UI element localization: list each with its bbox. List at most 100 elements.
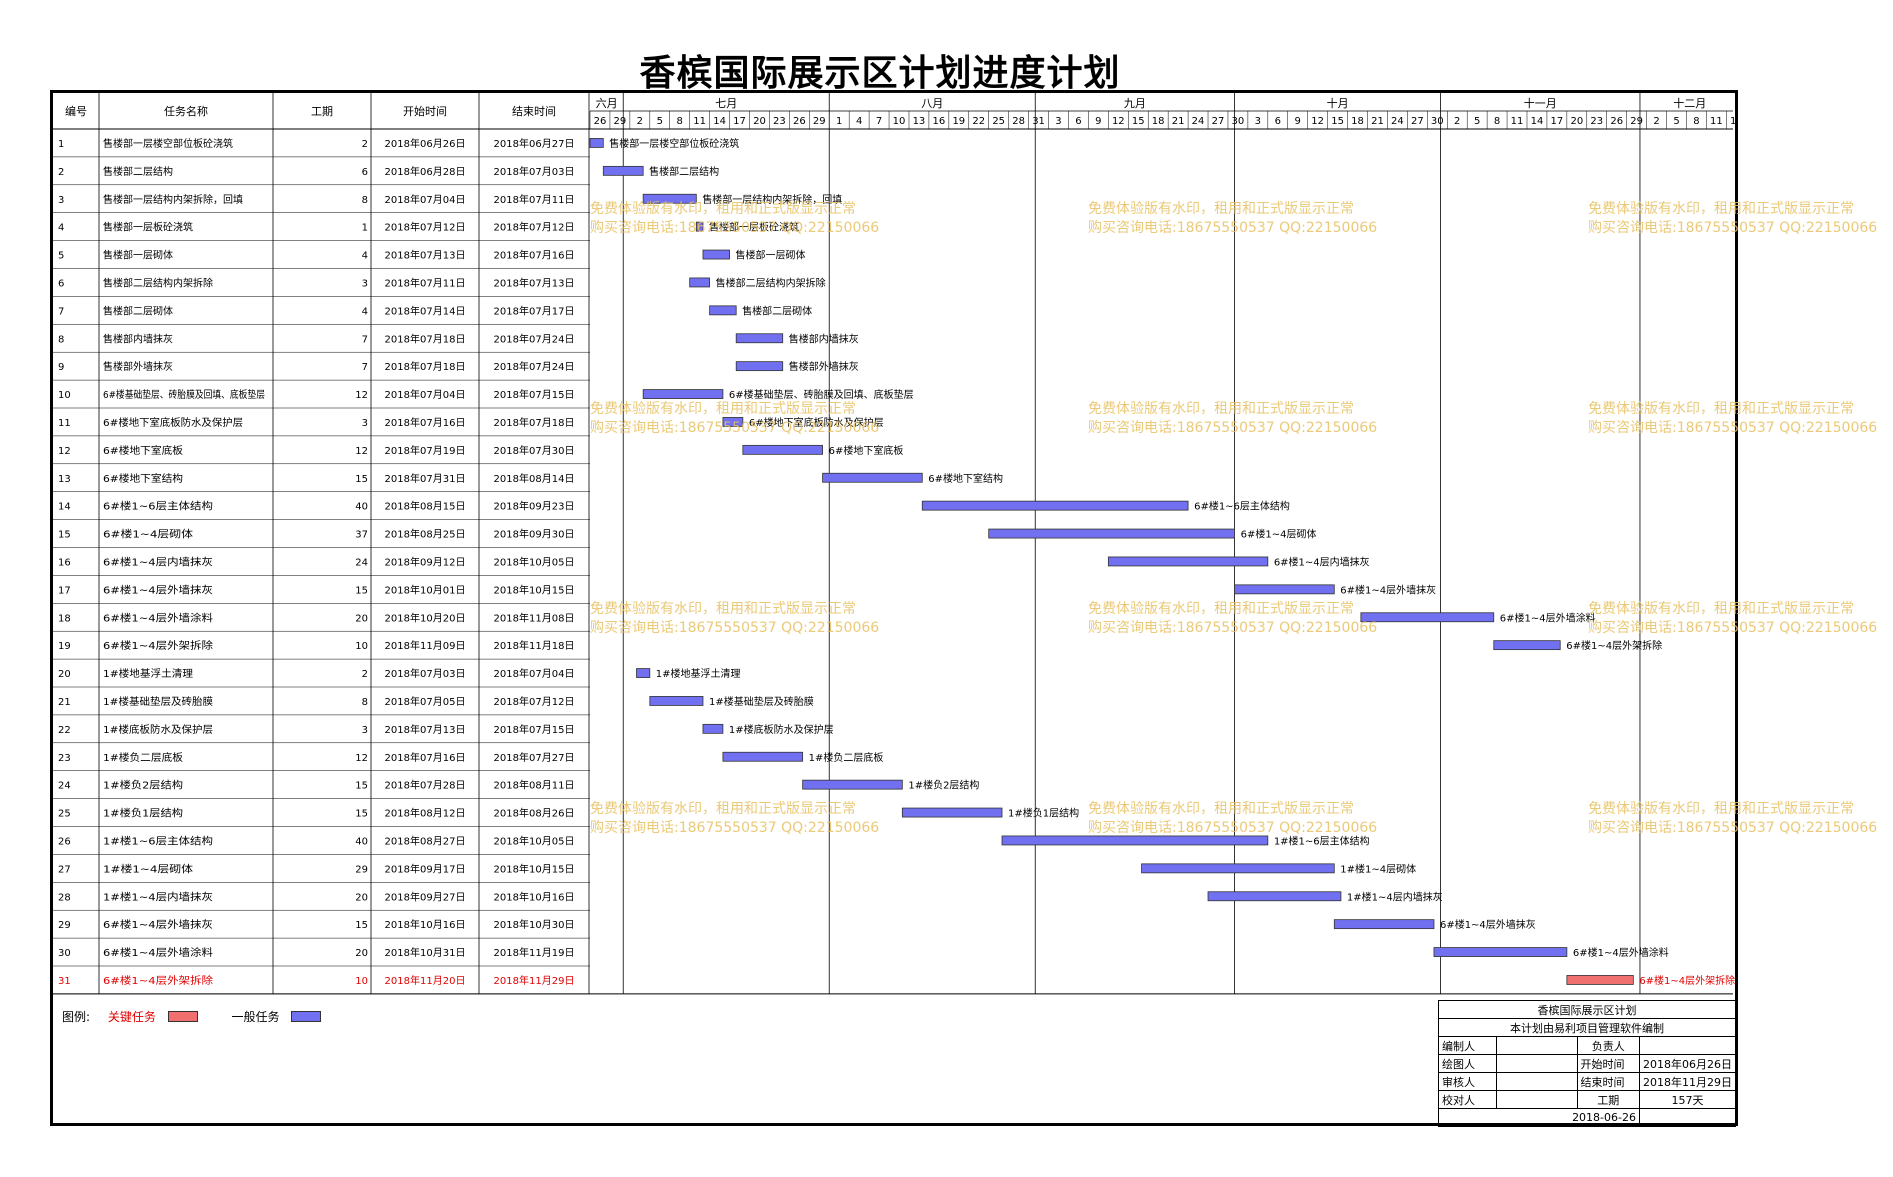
day-tick-label: 29 bbox=[813, 116, 826, 127]
task-start: 2018年10月16日 bbox=[385, 918, 466, 931]
gantt-bar bbox=[1566, 975, 1634, 985]
day-tick-label: 10 bbox=[893, 116, 906, 127]
day-tick-label: 12 bbox=[1112, 116, 1125, 127]
task-name: 1#楼1~6层主体结构 bbox=[103, 834, 213, 847]
month-label: 六月 bbox=[596, 97, 618, 110]
task-name: 售楼部一层板砼浇筑 bbox=[103, 221, 193, 234]
day-tick-label: 12 bbox=[1311, 116, 1324, 127]
task-duration: 2 bbox=[362, 669, 368, 680]
task-id: 14 bbox=[58, 502, 71, 513]
legend-normal-label: 一般任务 bbox=[231, 1010, 280, 1024]
task-id: 18 bbox=[58, 613, 71, 624]
gantt-bar-label: 售楼部一层砌体 bbox=[736, 249, 806, 262]
day-tick-label: 1 bbox=[836, 116, 842, 127]
task-duration: 15 bbox=[355, 920, 368, 931]
month-label: 九月 bbox=[1124, 97, 1146, 110]
day-tick-label: 4 bbox=[856, 116, 862, 127]
month-label: 十一月 bbox=[1524, 96, 1557, 110]
gantt-bar-label: 售楼部外墙抹灰 bbox=[789, 360, 859, 373]
task-id: 31 bbox=[58, 976, 71, 987]
task-end: 2018年08月14日 bbox=[494, 472, 575, 485]
day-tick-label: 8 bbox=[1693, 116, 1699, 127]
task-name: 1#楼负二层底板 bbox=[103, 751, 183, 764]
task-id: 2 bbox=[58, 167, 64, 178]
task-id: 7 bbox=[58, 306, 64, 317]
task-end: 2018年07月18日 bbox=[494, 416, 575, 429]
task-duration: 7 bbox=[362, 334, 368, 345]
day-tick-label: 5 bbox=[1673, 116, 1679, 127]
info-table: 香槟国际展示区计划 本计划由易利项目管理软件编制 编制人 负责人 绘图人 开始时间 2… bbox=[1438, 1000, 1736, 1127]
day-tick-label: 18 bbox=[1152, 116, 1165, 127]
task-start: 2018年07月31日 bbox=[385, 472, 466, 485]
gantt-bar-label: 1#楼负二层底板 bbox=[809, 751, 884, 764]
task-id: 15 bbox=[58, 530, 71, 541]
day-tick-label: 15 bbox=[1132, 116, 1145, 127]
info-end-value: 2018年11月29日 bbox=[1639, 1072, 1736, 1091]
task-start: 2018年06月26日 bbox=[385, 137, 466, 150]
gantt-bar bbox=[735, 361, 784, 372]
gantt-bar-label: 售楼部二层结构 bbox=[649, 165, 719, 178]
legend: 图例: 关键任务 一般任务 bbox=[62, 1008, 351, 1025]
info-end-label: 结束时间 bbox=[1576, 1072, 1641, 1091]
task-end: 2018年07月15日 bbox=[494, 723, 575, 736]
column-header-name: 任务名称 bbox=[164, 104, 208, 118]
task-start: 2018年08月15日 bbox=[385, 500, 466, 513]
gantt-bar-label: 售楼部内墙抹灰 bbox=[789, 332, 859, 345]
task-end: 2018年07月27日 bbox=[494, 751, 575, 764]
column-header-end: 结束时间 bbox=[512, 105, 556, 118]
gantt-bar bbox=[921, 500, 1189, 511]
info-date: 2018-06-26 bbox=[1438, 1108, 1640, 1127]
task-start: 2018年07月16日 bbox=[385, 416, 466, 429]
task-end: 2018年11月18日 bbox=[494, 639, 575, 652]
gantt-bar bbox=[642, 389, 724, 399]
day-tick-label: 30 bbox=[1431, 116, 1444, 127]
month-label: 八月 bbox=[921, 97, 943, 110]
gantt-bar bbox=[1360, 612, 1495, 623]
gantt-chart-frame: 编号 任务名称 工期 开始时间 结束时间 六月 七月 八月 九月 十月 十一月 十二月 26 29 2 5 8 1… bbox=[50, 90, 1738, 1126]
task-name: 1#楼1~4层砌体 bbox=[103, 862, 193, 875]
task-end: 2018年07月24日 bbox=[494, 332, 575, 345]
gantt-bar-label: 售楼部二层砌体 bbox=[742, 304, 812, 317]
day-tick-label: 23 bbox=[1590, 116, 1603, 127]
info-prepared-label: 编制人 bbox=[1438, 1036, 1497, 1055]
gantt-bar bbox=[742, 444, 823, 455]
gantt-bar-label: 1#楼1~4层砌体 bbox=[1340, 862, 1416, 875]
task-end: 2018年07月03日 bbox=[494, 165, 575, 178]
info-owner-label: 负责人 bbox=[1576, 1036, 1641, 1055]
task-duration: 4 bbox=[362, 251, 368, 262]
day-tick-label: 27 bbox=[1212, 116, 1225, 127]
task-start: 2018年07月11日 bbox=[385, 276, 466, 289]
task-duration: 20 bbox=[355, 948, 368, 959]
task-id: 12 bbox=[58, 446, 71, 457]
task-name: 6#楼1~4层外墙涂料 bbox=[103, 946, 213, 959]
gantt-bar bbox=[1107, 556, 1269, 567]
task-id: 30 bbox=[58, 948, 71, 959]
gantt-bar-label: 6#楼1~4层外墙抹灰 bbox=[1340, 583, 1436, 596]
gantt-bar-label: 1#楼1~4层内墙抹灰 bbox=[1347, 890, 1443, 903]
task-id: 27 bbox=[58, 864, 71, 875]
task-start: 2018年09月27日 bbox=[385, 890, 466, 903]
gantt-bar-label: 6#楼地下室底板防水及保护层 bbox=[749, 416, 884, 429]
info-checked-label: 校对人 bbox=[1438, 1090, 1497, 1109]
task-end: 2018年07月11日 bbox=[494, 193, 575, 206]
task-id: 1 bbox=[58, 139, 64, 150]
gantt-bar-label: 1#楼底板防水及保护层 bbox=[729, 723, 834, 736]
task-name: 6#楼地下室底板防水及保护层 bbox=[103, 416, 243, 429]
task-duration: 40 bbox=[355, 502, 368, 513]
task-id: 26 bbox=[58, 836, 71, 847]
task-start: 2018年09月17日 bbox=[385, 862, 466, 875]
day-tick-label: 31 bbox=[1032, 116, 1045, 127]
gantt-bar bbox=[1493, 640, 1561, 651]
task-id: 19 bbox=[58, 641, 71, 652]
day-tick-label: 5 bbox=[1474, 116, 1480, 127]
task-end: 2018年07月04日 bbox=[494, 667, 575, 680]
month-label: 十月 bbox=[1327, 96, 1349, 110]
task-duration: 3 bbox=[362, 725, 368, 736]
day-tick-label: 14 bbox=[1531, 116, 1544, 127]
task-end: 2018年08月26日 bbox=[494, 807, 575, 820]
day-tick-label: 2 bbox=[637, 116, 643, 127]
task-end: 2018年07月13日 bbox=[494, 276, 575, 289]
task-duration: 12 bbox=[355, 390, 368, 401]
gantt-bar-label: 1#楼1~6层主体结构 bbox=[1274, 834, 1370, 847]
